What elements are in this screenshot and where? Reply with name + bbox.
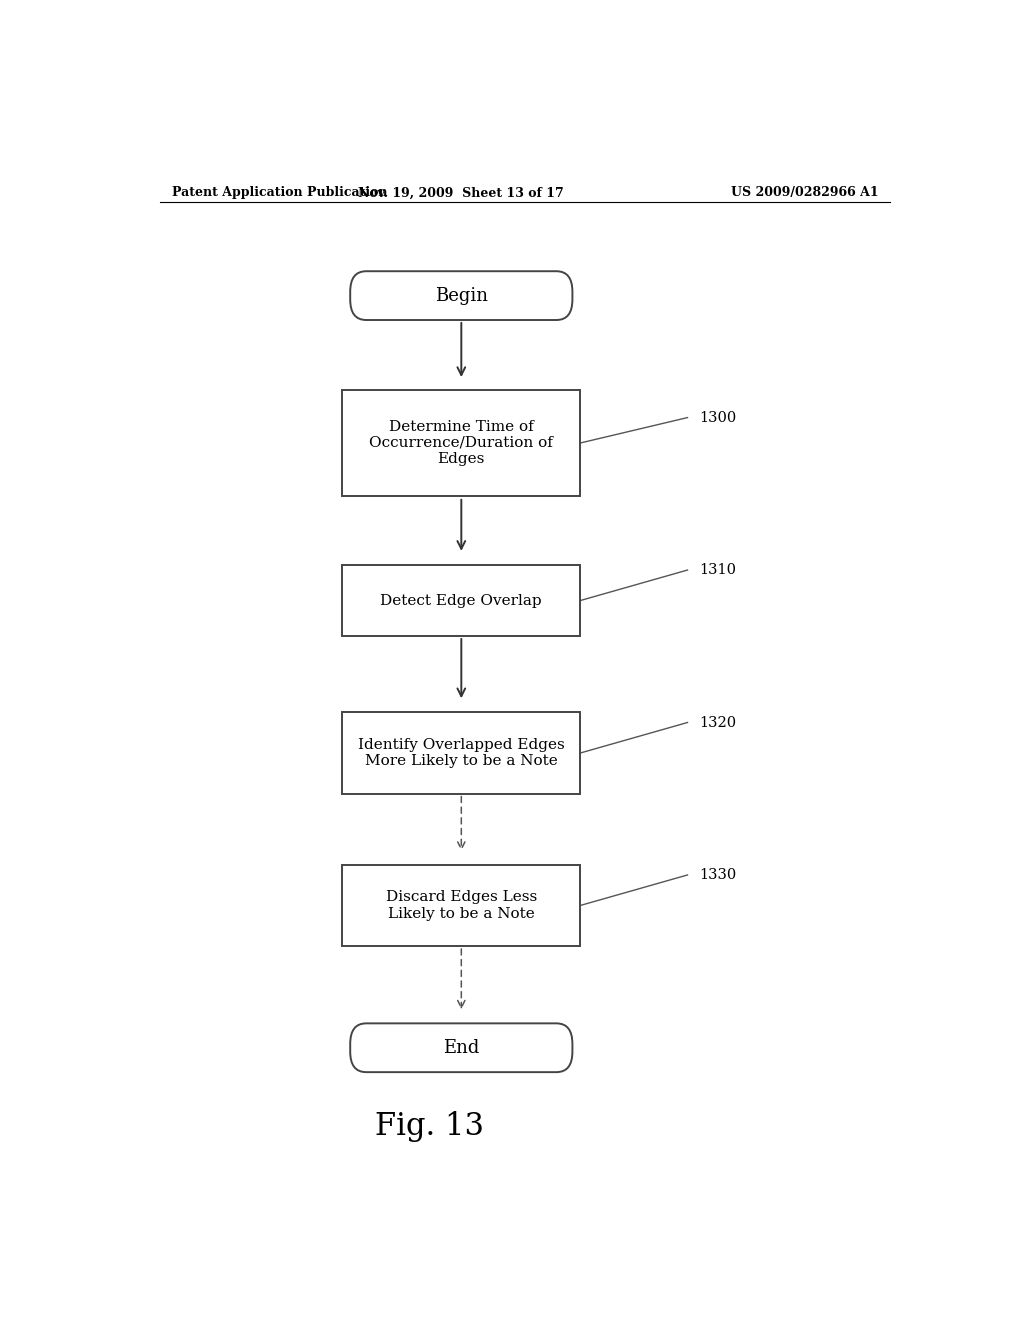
Text: Detect Edge Overlap: Detect Edge Overlap [381,594,542,607]
Text: Nov. 19, 2009  Sheet 13 of 17: Nov. 19, 2009 Sheet 13 of 17 [358,186,564,199]
Text: Identify Overlapped Edges
More Likely to be a Note: Identify Overlapped Edges More Likely to… [358,738,564,768]
Text: Begin: Begin [435,286,487,305]
Text: Fig. 13: Fig. 13 [375,1110,484,1142]
Text: Discard Edges Less
Likely to be a Note: Discard Edges Less Likely to be a Note [386,891,537,920]
Text: 1320: 1320 [699,715,736,730]
Bar [342,565,581,636]
Bar [342,713,581,793]
Bar [342,865,581,946]
Text: Patent Application Publication: Patent Application Publication [172,186,387,199]
Text: US 2009/0282966 A1: US 2009/0282966 A1 [731,186,879,199]
Text: 1300: 1300 [699,411,736,425]
FancyBboxPatch shape [350,271,572,319]
Bar [342,389,581,496]
Text: 1330: 1330 [699,869,736,882]
FancyBboxPatch shape [350,1023,572,1072]
Text: Determine Time of
Occurrence/Duration of
Edges: Determine Time of Occurrence/Duration of… [370,420,553,466]
Text: End: End [443,1039,479,1057]
Text: 1310: 1310 [699,564,736,577]
